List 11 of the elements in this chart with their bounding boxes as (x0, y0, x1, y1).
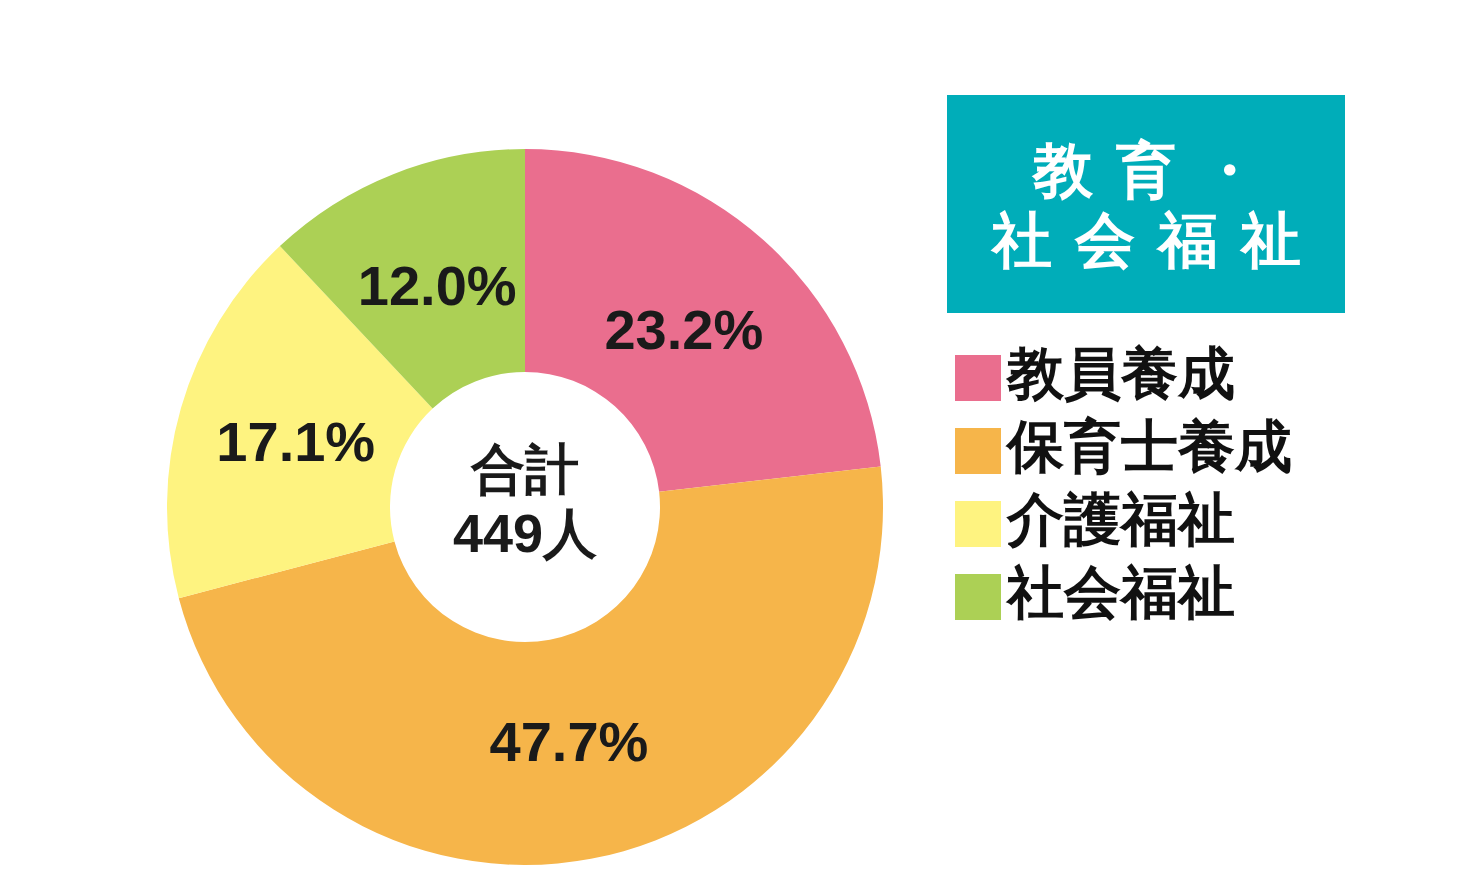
chart-title: 教育・社会福祉 (991, 136, 1324, 276)
legend-label: 教員養成 (1007, 341, 1235, 405)
donut-slice (279, 149, 525, 409)
data-label: 23.2% (604, 297, 764, 361)
legend-label: 社会福祉 (1007, 560, 1235, 624)
legend-label: 保育士養成 (1007, 414, 1292, 478)
legend-label: 介護福祉 (1007, 487, 1235, 551)
data-label: 12.0% (357, 253, 517, 317)
text: 合計 449人 (451, 438, 599, 565)
data-label: 17.1% (216, 409, 376, 473)
data-label: 47.7% (489, 709, 649, 773)
